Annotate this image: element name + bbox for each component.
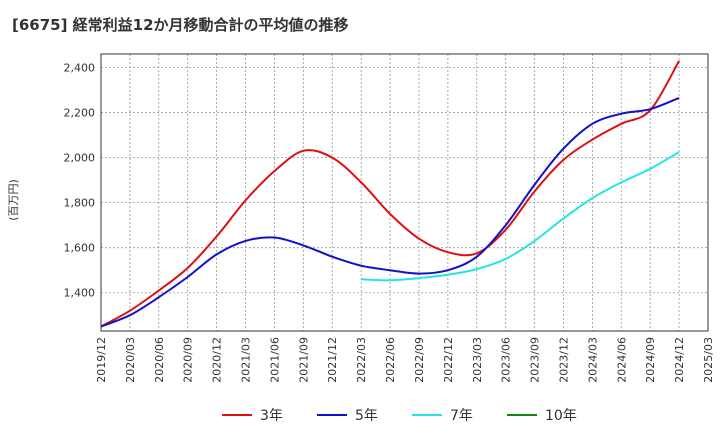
x-tick-label: 2023/03 [471,337,484,383]
x-tick-label: 2024/12 [673,337,686,383]
x-tick-label: 2022/06 [384,337,397,383]
x-tick-label: 2023/09 [529,337,542,383]
x-tick-label: 2023/12 [557,337,570,383]
legend-label: 5年 [355,408,378,424]
legend-label: 7年 [450,408,473,424]
x-tick-label: 2024/03 [586,337,599,383]
plot-area-frame [100,53,709,332]
y-tick-label: 2,000 [64,152,96,165]
x-tick-label: 2021/12 [326,337,339,383]
legend-label: 10年 [545,408,577,424]
x-tick-label: 2024/06 [615,337,628,383]
x-tick-label: 2020/09 [182,337,195,383]
y-tick-label: 2,200 [64,107,96,120]
x-tick-label: 2025/03 [702,337,715,383]
x-tick-label: 2020/06 [153,337,166,383]
x-tick-label: 2021/03 [240,337,253,383]
y-tick-label: 1,600 [64,242,96,255]
x-axis-ticks: 2019/12 2020/03 2020/06 2020/09 2020/12 2021/… [95,337,715,383]
series-line-1 [100,96,680,328]
x-tick-label: 2021/09 [297,337,310,383]
y-axis-ticks: 1,400 1,600 1,800 2,000 2,200 2,400 [64,62,96,300]
legend: 3年 5年 7年 10年 [222,408,577,424]
y-tick-label: 1,400 [64,287,96,300]
y-axis-label: (百万円) [7,179,20,221]
x-tick-label: 2019/12 [95,337,108,383]
x-tick-label: 2020/03 [124,337,137,383]
y-tick-label: 2,400 [64,62,96,75]
y-tick-label: 1,800 [64,197,96,210]
x-tick-label: 2022/12 [442,337,455,383]
chart-title: [6675] 経常利益12か月移動合計の平均値の推移 [12,16,349,34]
series-line-0 [100,60,680,328]
grid [101,54,708,331]
x-tick-label: 2024/09 [644,337,657,383]
x-tick-label: 2022/09 [413,337,426,383]
x-tick-label: 2020/12 [211,337,224,383]
x-tick-label: 2021/06 [268,337,281,383]
x-tick-label: 2022/03 [355,337,368,383]
legend-label: 3年 [260,408,283,424]
x-tick-label: 2023/06 [500,337,513,383]
series-line-2 [361,151,680,282]
series-lines [100,60,680,328]
